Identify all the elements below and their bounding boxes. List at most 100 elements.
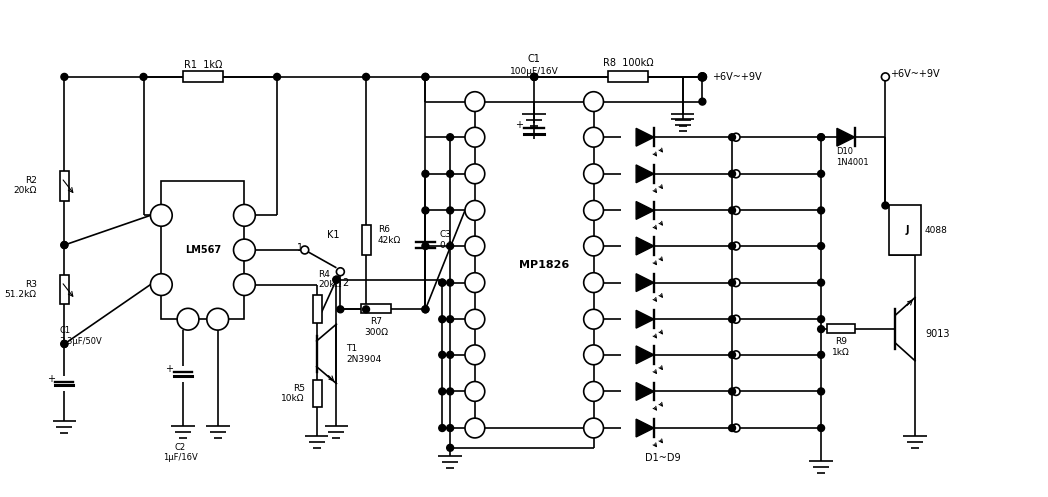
Bar bbox=[362, 304, 391, 313]
Text: 17: 17 bbox=[588, 387, 598, 396]
Polygon shape bbox=[636, 237, 654, 255]
Circle shape bbox=[333, 276, 340, 283]
Circle shape bbox=[439, 316, 445, 323]
Circle shape bbox=[699, 74, 706, 81]
Circle shape bbox=[728, 424, 736, 431]
Circle shape bbox=[439, 279, 445, 286]
Text: 24: 24 bbox=[588, 423, 598, 432]
Circle shape bbox=[733, 351, 740, 359]
Circle shape bbox=[151, 204, 172, 226]
Circle shape bbox=[728, 134, 736, 141]
Text: R7
300Ω: R7 300Ω bbox=[364, 318, 388, 337]
Text: 6: 6 bbox=[158, 280, 163, 289]
Text: 5: 5 bbox=[473, 315, 478, 324]
Circle shape bbox=[584, 273, 604, 293]
Circle shape bbox=[733, 206, 740, 214]
Circle shape bbox=[584, 382, 604, 401]
Polygon shape bbox=[636, 383, 654, 401]
Circle shape bbox=[728, 170, 736, 177]
Circle shape bbox=[439, 424, 445, 431]
Circle shape bbox=[422, 74, 429, 81]
Text: 4: 4 bbox=[473, 278, 478, 287]
Text: R1  1kΩ: R1 1kΩ bbox=[183, 60, 222, 70]
Circle shape bbox=[61, 340, 68, 347]
Circle shape bbox=[817, 279, 825, 286]
Circle shape bbox=[140, 74, 147, 81]
Circle shape bbox=[422, 170, 429, 177]
Text: 4: 4 bbox=[242, 211, 247, 220]
Circle shape bbox=[439, 351, 445, 358]
Text: 15: 15 bbox=[588, 315, 598, 324]
Bar bbox=[475, 101, 593, 428]
Circle shape bbox=[728, 243, 736, 249]
Circle shape bbox=[446, 134, 454, 141]
Text: 3: 3 bbox=[242, 280, 247, 289]
Polygon shape bbox=[636, 346, 654, 364]
Circle shape bbox=[446, 444, 454, 451]
Circle shape bbox=[465, 345, 485, 365]
Text: R4
20kΩ: R4 20kΩ bbox=[319, 270, 342, 289]
Circle shape bbox=[817, 326, 825, 332]
Polygon shape bbox=[636, 165, 654, 183]
Text: 19: 19 bbox=[470, 242, 480, 250]
Circle shape bbox=[465, 273, 485, 293]
Text: 4088: 4088 bbox=[925, 226, 947, 235]
Text: 10: 10 bbox=[588, 133, 598, 142]
Text: MP1826: MP1826 bbox=[519, 260, 569, 270]
Circle shape bbox=[465, 127, 485, 147]
Text: 100μF/16V: 100μF/16V bbox=[510, 67, 559, 76]
Circle shape bbox=[584, 345, 604, 365]
Circle shape bbox=[584, 200, 604, 220]
Circle shape bbox=[446, 279, 454, 286]
Circle shape bbox=[733, 424, 740, 432]
Circle shape bbox=[699, 98, 706, 105]
Circle shape bbox=[422, 74, 429, 81]
Text: 9: 9 bbox=[591, 97, 596, 106]
Circle shape bbox=[177, 308, 199, 330]
Circle shape bbox=[584, 418, 604, 438]
Circle shape bbox=[817, 316, 825, 323]
Text: +: + bbox=[46, 374, 54, 384]
Text: 9013: 9013 bbox=[925, 329, 949, 339]
Circle shape bbox=[363, 74, 370, 81]
Circle shape bbox=[465, 164, 485, 184]
Bar bbox=[890, 205, 921, 255]
Circle shape bbox=[817, 134, 825, 141]
Bar bbox=[363, 225, 371, 255]
Circle shape bbox=[728, 351, 736, 358]
Text: 28: 28 bbox=[470, 169, 480, 178]
Circle shape bbox=[698, 73, 706, 81]
Circle shape bbox=[61, 242, 68, 248]
Circle shape bbox=[336, 306, 344, 313]
Text: 20: 20 bbox=[470, 133, 480, 142]
Circle shape bbox=[234, 274, 256, 296]
Circle shape bbox=[446, 243, 454, 249]
Text: LM567: LM567 bbox=[184, 245, 221, 255]
Circle shape bbox=[584, 92, 604, 111]
Circle shape bbox=[465, 200, 485, 220]
Circle shape bbox=[465, 92, 485, 111]
Circle shape bbox=[728, 316, 736, 323]
Circle shape bbox=[733, 315, 740, 323]
Text: +6V~+9V: +6V~+9V bbox=[891, 69, 940, 79]
Polygon shape bbox=[636, 274, 654, 292]
Circle shape bbox=[584, 236, 604, 256]
Text: 16: 16 bbox=[588, 350, 598, 359]
Circle shape bbox=[206, 308, 228, 330]
Text: 5: 5 bbox=[158, 211, 163, 220]
Circle shape bbox=[422, 207, 429, 214]
Text: R9
1kΩ: R9 1kΩ bbox=[832, 337, 850, 357]
Text: 7: 7 bbox=[473, 387, 478, 396]
Text: R3
51.2kΩ: R3 51.2kΩ bbox=[4, 280, 37, 299]
Circle shape bbox=[151, 274, 172, 296]
Circle shape bbox=[465, 382, 485, 401]
Circle shape bbox=[446, 207, 454, 214]
Circle shape bbox=[698, 73, 706, 81]
Text: 1: 1 bbox=[473, 97, 478, 106]
Circle shape bbox=[817, 170, 825, 177]
Circle shape bbox=[446, 170, 454, 177]
Circle shape bbox=[530, 74, 538, 81]
Circle shape bbox=[530, 74, 538, 81]
Text: 8: 8 bbox=[473, 423, 478, 432]
Circle shape bbox=[817, 207, 825, 214]
